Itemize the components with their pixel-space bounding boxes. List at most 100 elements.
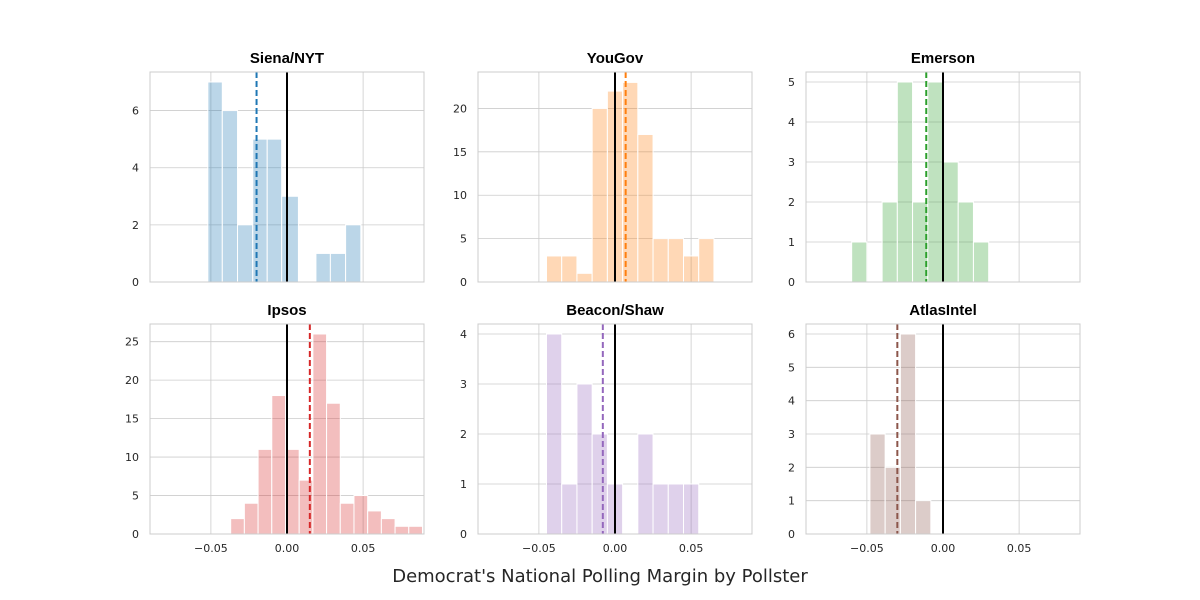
panel-siena-nyt: Siena/NYT 0 2 4 6 [132,50,425,289]
y-tick-label: 0 [788,276,795,289]
y-tick-label: 2 [132,219,139,232]
histogram-bar [367,510,382,535]
y-tick-label: 4 [460,328,467,341]
histogram-bar [207,81,223,283]
histogram-bar [576,272,593,283]
y-tick-label: 2 [788,461,795,474]
y-tick-label: 6 [788,328,795,341]
panel-title: Emerson [911,50,975,67]
histogram-bar [243,502,259,535]
y-tick-label: 1 [788,495,795,508]
histogram-bar [652,483,669,535]
y-tick-label: 3 [460,378,467,391]
histogram-bar [230,518,245,535]
histogram-bar [326,402,341,535]
panel-beacon-shaw: Beacon/Shaw 0 1 2 3 4 −0.05 0.00 0.05 [460,302,753,555]
y-tick-label: 6 [132,105,139,118]
x-tick-label: 0.05 [351,542,376,555]
histogram-bar [257,448,273,535]
histogram-bar [667,483,684,535]
histogram-bar [927,81,944,283]
histogram-bar [237,224,254,283]
y-tick-label: 0 [132,528,139,541]
y-tick-label: 4 [788,395,795,408]
histogram-bar [576,383,593,535]
histogram-bar [266,138,283,283]
histogram-bar [942,161,959,283]
y-tick-label: 4 [132,162,139,175]
panel-title: Ipsos [267,302,306,319]
x-tick-label: 0.00 [275,542,300,555]
histogram-bar [546,255,563,283]
histogram-bar [561,255,578,283]
axes-frame [477,71,753,283]
x-tick-label: 0.05 [679,542,704,555]
histogram-bar [881,201,898,283]
histogram-bar [698,238,715,283]
histogram-bar [915,500,932,535]
y-tick-label: 20 [125,374,139,387]
panel-title: Beacon/Shaw [566,302,664,319]
histogram-bar [683,255,700,283]
y-tick-label: 1 [460,478,467,491]
histogram-bar [312,333,328,535]
histogram-bar [652,238,669,283]
axes-frame [149,323,425,535]
histogram-bar [637,433,654,535]
axes-frame [805,71,1081,283]
axes-frame [149,71,425,283]
histogram-bar [380,518,396,535]
y-tick-label: 15 [453,146,467,159]
panel-ipsos: Ipsos 0 5 10 15 20 25 −0.05 0.00 0.05 [125,302,425,555]
axes-frame [805,323,1081,535]
y-tick-label: 5 [132,490,139,503]
histogram-bar [353,495,369,535]
y-tick-label: 2 [788,196,795,209]
histogram-bar [972,241,990,283]
histogram-bar [394,525,410,535]
y-tick-label: 5 [788,361,795,374]
histogram-bar [252,138,268,283]
histogram-bar [957,201,974,283]
panel-emerson: Emerson 0 1 2 3 4 5 [788,50,1081,289]
histogram-bar [221,110,239,283]
y-tick-label: 5 [788,76,795,89]
x-tick-label: −0.05 [522,542,556,555]
histogram-bar [345,224,362,283]
histogram-bar [281,195,299,283]
y-tick-label: 0 [132,276,139,289]
y-tick-label: 4 [788,116,795,129]
panel-title: YouGov [587,50,644,67]
y-tick-label: 15 [125,413,139,426]
y-tick-label: 10 [125,451,139,464]
y-tick-label: 5 [460,233,467,246]
histogram-bar [896,81,914,283]
y-tick-label: 1 [788,236,795,249]
histogram-bar [637,133,654,283]
y-tick-label: 25 [125,336,139,349]
y-tick-label: 20 [453,102,467,115]
axes-frame [477,323,753,535]
histogram-bar [271,395,286,535]
figure-title: Democrat's National Polling Margin by Po… [392,566,808,587]
panel-title: AtlasIntel [909,302,977,319]
histogram-bar [339,502,355,535]
y-tick-label: 0 [460,528,467,541]
y-tick-label: 3 [788,428,795,441]
histogram-bar [408,525,423,535]
y-tick-label: 10 [453,189,467,202]
panel-yougov: YouGov 0 5 10 15 20 [453,50,753,289]
x-tick-label: 0.00 [603,542,628,555]
histogram-bar [329,252,347,283]
y-tick-label: 3 [788,156,795,169]
panel-title: Siena/NYT [250,50,324,67]
histogram-bar [667,238,684,283]
histogram-bar [683,483,700,535]
x-tick-label: 0.00 [931,542,956,555]
panel-atlasintel: AtlasIntel 0 1 2 3 4 5 6 −0.05 0.00 0.05 [788,302,1081,555]
histogram-bar [851,241,868,283]
histogram-bar [315,252,331,283]
histogram-bar [591,107,608,283]
histogram-bar [591,433,608,535]
